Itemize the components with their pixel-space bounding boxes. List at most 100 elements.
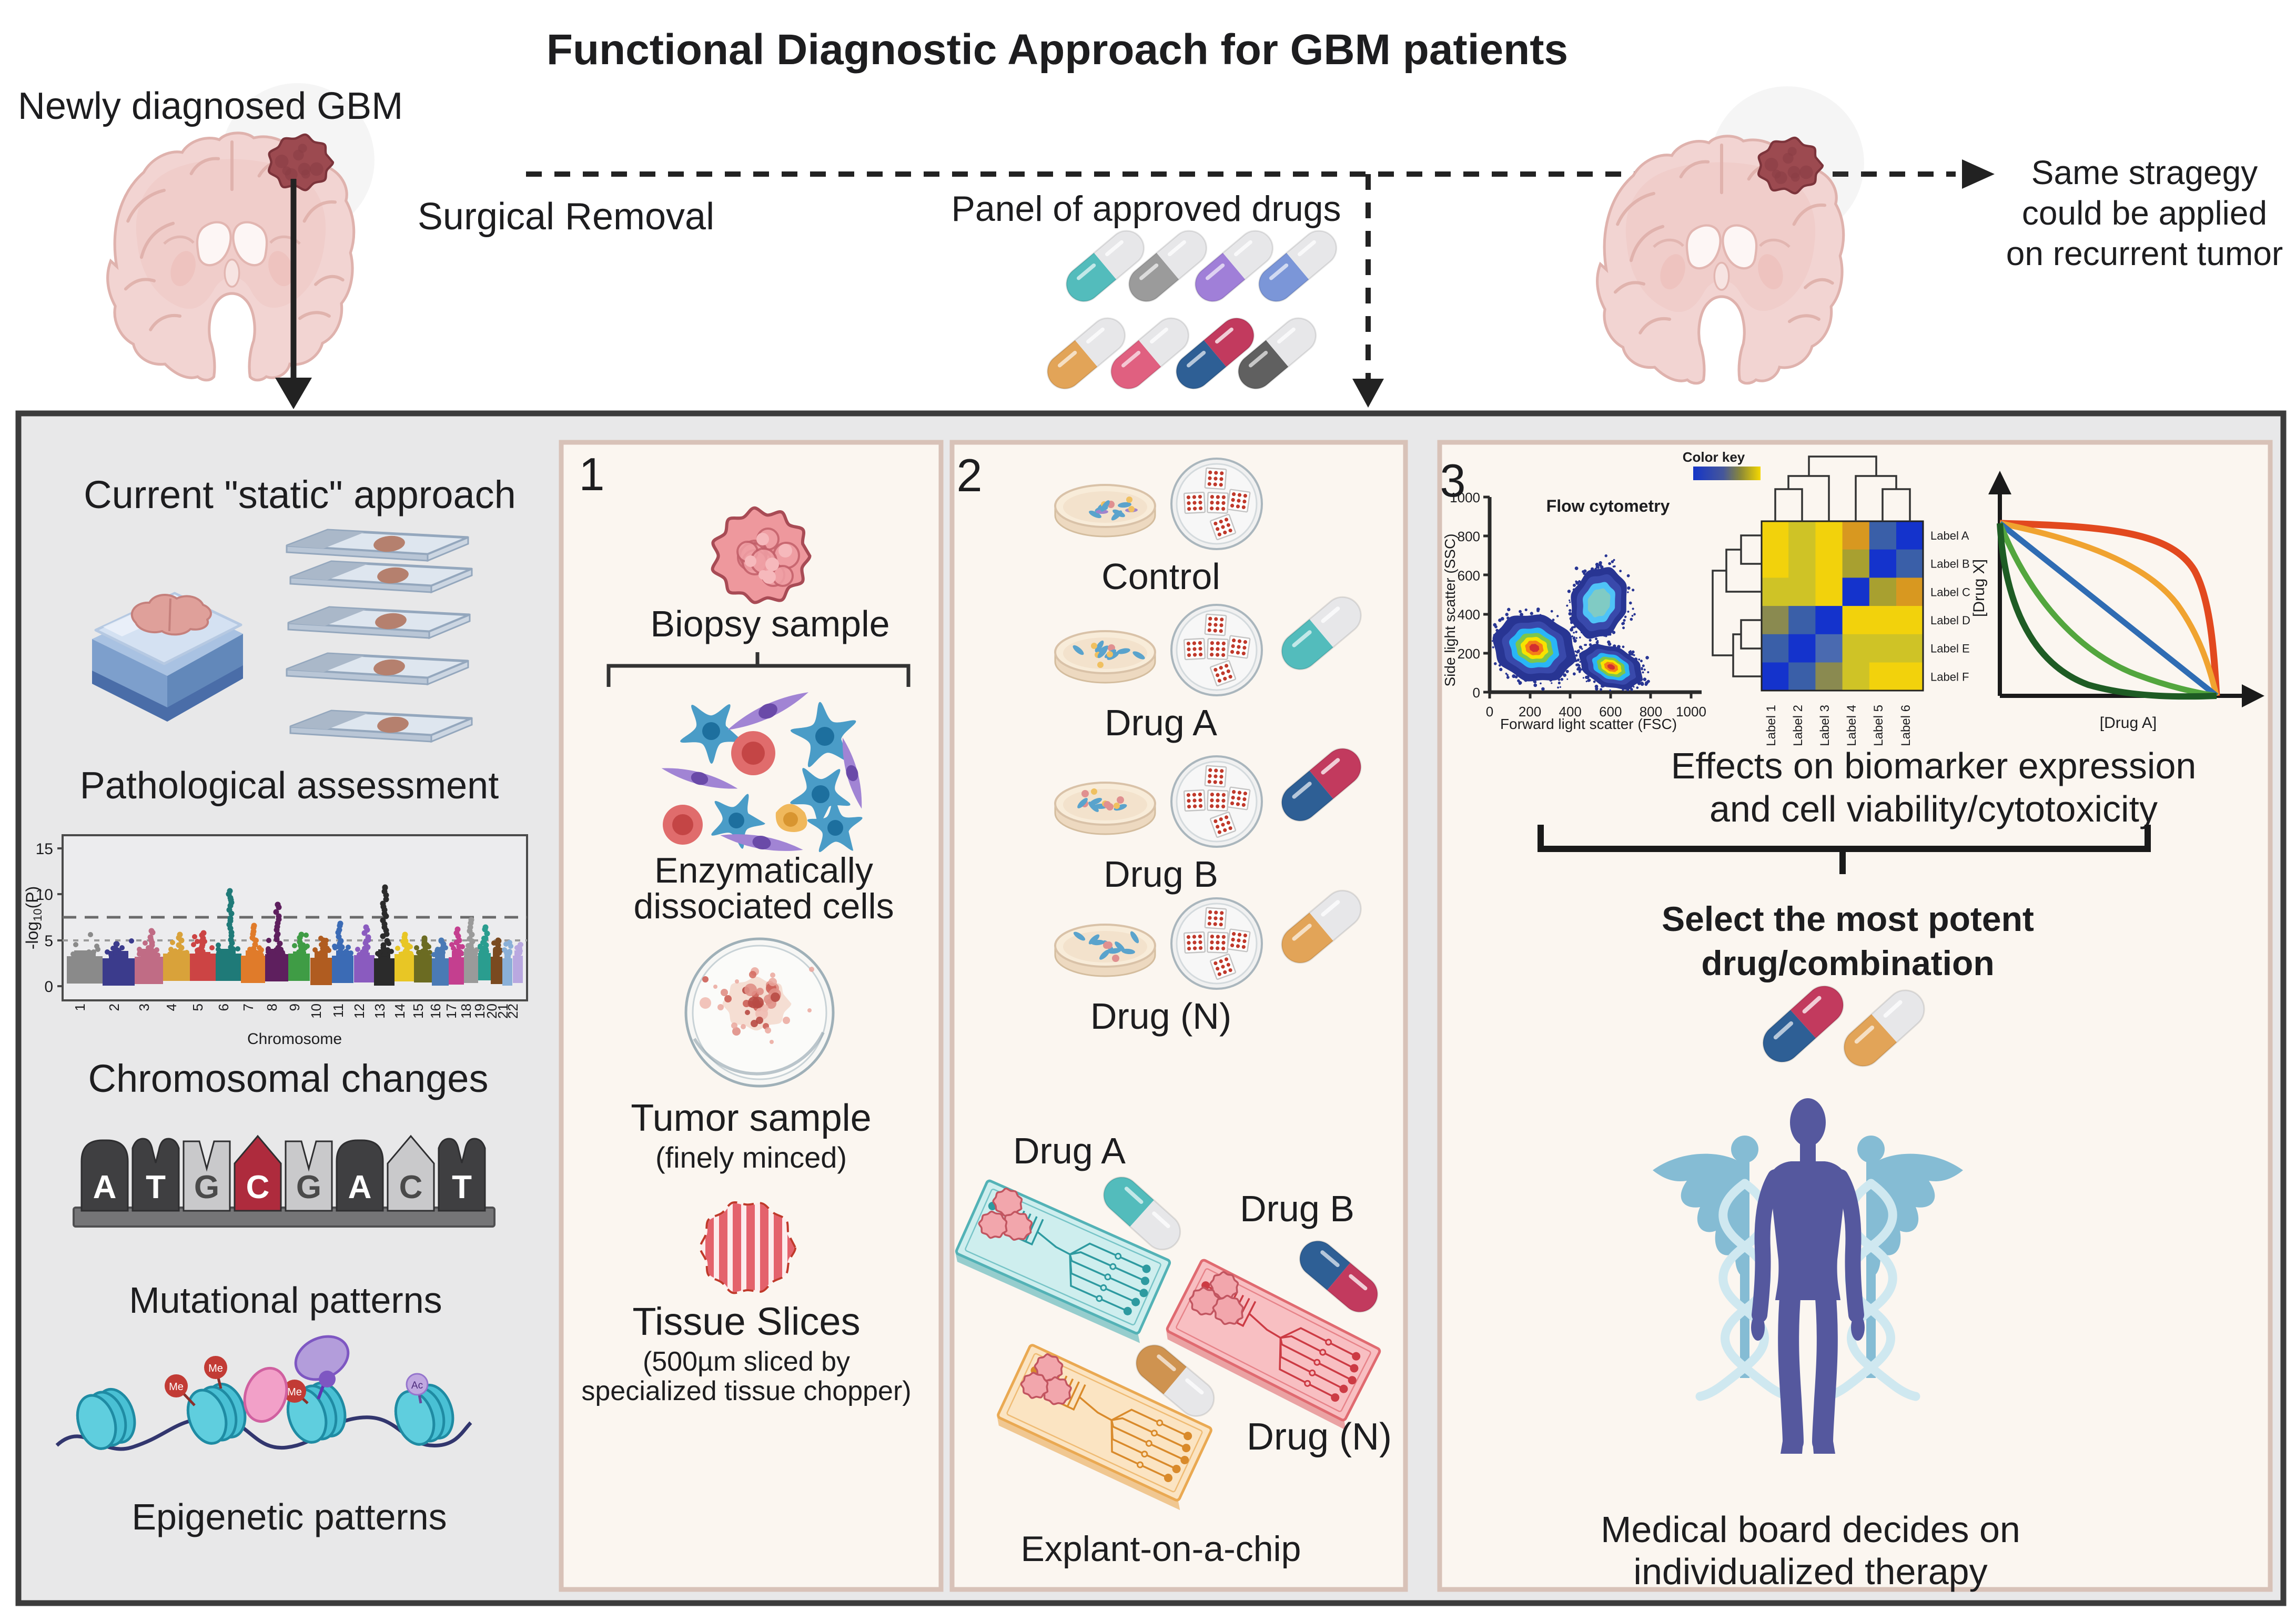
svg-text:0: 0 [1486,704,1493,720]
svg-text:Me: Me [169,1381,184,1393]
svg-text:1: 1 [72,1004,88,1011]
svg-text:(finely minced): (finely minced) [655,1141,847,1174]
svg-text:Me: Me [287,1386,302,1398]
svg-text:Epigenetic patterns: Epigenetic patterns [132,1496,447,1537]
svg-text:200: 200 [1458,646,1480,662]
svg-text:Label 6: Label 6 [1899,705,1913,746]
svg-text:and cell viability/cytotoxicit: and cell viability/cytotoxicity [1710,788,2158,829]
svg-text:Label C: Label C [1930,585,1970,599]
svg-text:Label 1: Label 1 [1764,705,1778,746]
svg-text:20: 20 [484,1004,500,1019]
svg-text:Biopsy sample: Biopsy sample [650,603,889,644]
svg-text:Chromosome: Chromosome [247,1030,342,1048]
svg-text:Me: Me [208,1363,223,1374]
svg-text:Label D: Label D [1930,614,1970,627]
svg-text:Forward light scatter (FSC): Forward light scatter (FSC) [1500,716,1677,732]
svg-text:C: C [246,1169,270,1205]
svg-text:Color key: Color key [1683,449,1745,465]
svg-text:13: 13 [372,1004,388,1019]
svg-text:Medical board decides on: Medical board decides on [1601,1509,2020,1550]
svg-text:Label B: Label B [1930,558,1970,571]
svg-text:C: C [399,1169,423,1205]
svg-text:Select the most potent: Select the most potent [1662,899,2034,938]
svg-text:6: 6 [216,1004,231,1011]
svg-text:G: G [296,1169,321,1205]
svg-text:specialized tissue chopper): specialized tissue chopper) [581,1376,911,1406]
svg-text:Mutational patterns: Mutational patterns [129,1280,442,1321]
svg-text:400: 400 [1559,704,1582,720]
svg-text:600: 600 [1458,568,1480,583]
svg-text:0: 0 [44,978,53,996]
svg-text:Surgical Removal: Surgical Removal [418,196,714,238]
svg-text:1000: 1000 [1676,704,1706,720]
svg-text:T: T [452,1169,472,1205]
svg-text:7: 7 [240,1004,256,1011]
svg-text:Drug B: Drug B [1240,1188,1354,1229]
svg-text:drug/combination: drug/combination [1701,944,1994,982]
svg-text:could be applied: could be applied [2022,194,2267,232]
svg-text:Current "static" approach: Current "static" approach [84,473,516,516]
svg-text:800: 800 [1640,704,1662,720]
svg-text:10: 10 [36,886,53,904]
svg-text:dissociated cells: dissociated cells [633,886,894,926]
svg-text:Drug (N): Drug (N) [1247,1416,1392,1458]
svg-text:1: 1 [579,448,605,500]
svg-text:19: 19 [472,1004,488,1019]
svg-text:Tissue Slices: Tissue Slices [632,1300,860,1343]
svg-text:4: 4 [164,1004,179,1011]
svg-text:Flow cytometry: Flow cytometry [1546,497,1670,515]
svg-text:18: 18 [458,1004,474,1019]
svg-text:Label 4: Label 4 [1845,705,1859,746]
svg-text:15: 15 [36,840,53,858]
svg-text:Label A: Label A [1930,529,1969,542]
svg-text:3: 3 [1440,454,1466,506]
svg-text:Tumor sample: Tumor sample [631,1097,871,1139]
svg-text:2: 2 [106,1004,122,1011]
svg-text:A: A [348,1169,372,1205]
svg-text:3: 3 [136,1004,152,1011]
svg-text:5: 5 [44,933,53,950]
svg-text:Label 3: Label 3 [1818,705,1832,746]
svg-text:Control: Control [1101,556,1220,597]
svg-text:Label 5: Label 5 [1872,705,1886,746]
svg-text:individualized therapy: individualized therapy [1633,1551,1987,1592]
svg-text:Effects on biomarker expressio: Effects on biomarker expression [1671,745,2197,786]
svg-text:T: T [146,1169,166,1205]
svg-text:Ac: Ac [411,1380,423,1391]
svg-text:22: 22 [505,1004,521,1019]
svg-text:11: 11 [330,1004,346,1018]
svg-text:1000: 1000 [1450,490,1480,505]
svg-text:Drug A: Drug A [1013,1130,1126,1171]
svg-text:[Drug A]: [Drug A] [2100,714,2157,732]
svg-text:10: 10 [308,1004,324,1019]
svg-text:21: 21 [495,1004,511,1019]
svg-text:Enzymatically: Enzymatically [654,850,873,890]
svg-text:800: 800 [1458,529,1480,544]
svg-text:12: 12 [351,1004,367,1019]
svg-text:Drug (N): Drug (N) [1090,996,1231,1037]
svg-text:Chromosomal changes: Chromosomal changes [88,1057,489,1100]
svg-text:Pathological assessment: Pathological assessment [80,765,499,807]
svg-text:15: 15 [410,1004,426,1019]
svg-text:-log10(P): -log10(P) [23,886,44,950]
svg-text:Drug A: Drug A [1105,702,1217,743]
svg-text:0: 0 [1473,685,1480,701]
svg-text:17: 17 [443,1004,459,1019]
svg-text:2: 2 [957,449,983,501]
svg-text:[Drug X]: [Drug X] [1970,559,1988,617]
svg-text:Side light scatter (SSC): Side light scatter (SSC) [1442,534,1458,687]
svg-text:(500µm sliced by: (500µm sliced by [643,1346,850,1377]
svg-text:9: 9 [287,1004,302,1011]
svg-text:Explant-on-a-chip: Explant-on-a-chip [1021,1529,1301,1569]
svg-text:Drug B: Drug B [1104,854,1218,895]
svg-text:200: 200 [1519,704,1541,720]
svg-text:5: 5 [190,1004,206,1011]
svg-text:G: G [194,1169,219,1205]
svg-text:on recurrent tumor: on recurrent tumor [2006,235,2283,272]
svg-text:Newly diagnosed GBM: Newly diagnosed GBM [18,85,403,127]
svg-text:Label F: Label F [1930,670,1969,683]
svg-text:Label E: Label E [1930,642,1970,655]
svg-text:Panel of approved drugs: Panel of approved drugs [952,189,1341,229]
svg-text:14: 14 [392,1004,408,1019]
svg-text:8: 8 [264,1004,280,1011]
